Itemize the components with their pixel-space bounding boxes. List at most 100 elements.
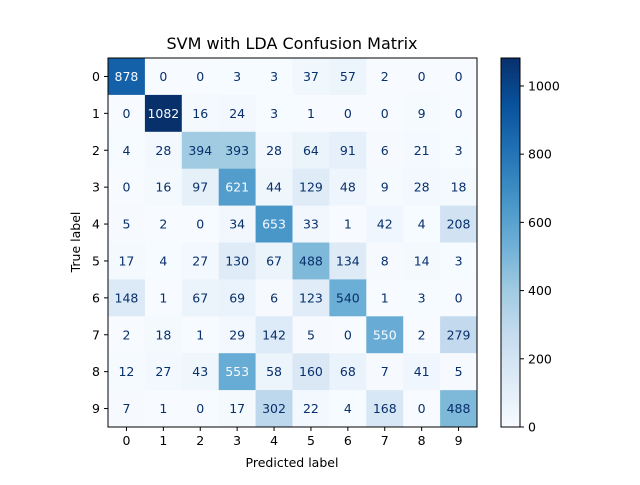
heatmap-cell bbox=[144, 205, 183, 243]
cell-value-label: 3 bbox=[455, 143, 463, 158]
heatmap-cell bbox=[181, 168, 219, 206]
heatmap-cell bbox=[144, 168, 183, 206]
cell-value-label: 3 bbox=[418, 290, 426, 305]
heatmap-cell bbox=[292, 390, 330, 428]
cell-value-label: 0 bbox=[381, 106, 389, 121]
x-tick-label: 4 bbox=[270, 433, 278, 448]
cell-value-label: 33 bbox=[303, 217, 319, 232]
cell-value-label: 27 bbox=[155, 364, 171, 379]
heatmap-cell bbox=[366, 316, 404, 354]
cell-value-label: 21 bbox=[414, 143, 430, 158]
cell-value-label: 0 bbox=[196, 217, 204, 232]
heatmap-cell bbox=[403, 94, 441, 133]
cell-value-label: 1 bbox=[344, 217, 352, 232]
cell-value-label: 12 bbox=[118, 364, 134, 379]
heatmap-cell bbox=[292, 94, 330, 133]
cell-value-label: 0 bbox=[196, 69, 204, 84]
heatmap-cell bbox=[144, 94, 183, 133]
heatmap-cell bbox=[108, 168, 146, 206]
cell-value-label: 208 bbox=[447, 217, 471, 232]
cell-value-label: 29 bbox=[229, 327, 245, 342]
y-tick-label: 6 bbox=[92, 290, 100, 305]
cell-value-label: 6 bbox=[270, 290, 278, 305]
cell-value-label: 0 bbox=[196, 401, 204, 416]
colorbar bbox=[500, 57, 521, 428]
cell-value-label: 7 bbox=[122, 401, 130, 416]
cell-value-label: 64 bbox=[303, 143, 319, 158]
cell-value-label: 43 bbox=[192, 364, 208, 379]
x-tick-label: 1 bbox=[159, 433, 167, 448]
heatmap-cell bbox=[403, 131, 441, 169]
heatmap-cell bbox=[366, 279, 404, 317]
heatmap-cell bbox=[292, 205, 330, 243]
cell-value-label: 4 bbox=[122, 143, 130, 158]
heatmap-cell-labels: 878 0 0 3 3 37 57 2 0 00 1082 16 24 3 1 0 0 9 04 28 394 393 28… bbox=[115, 69, 471, 416]
chart-title: SVM with LDA Confusion Matrix bbox=[166, 34, 417, 53]
cell-value-label: 130 bbox=[225, 253, 249, 268]
cell-value-label: 28 bbox=[266, 143, 282, 158]
heatmap-cell bbox=[181, 58, 219, 96]
heatmap-cell bbox=[366, 168, 404, 206]
heatmap-cell bbox=[292, 131, 330, 169]
heatmap-cell bbox=[255, 131, 293, 169]
cell-value-label: 0 bbox=[159, 69, 167, 84]
cell-value-label: 0 bbox=[455, 290, 463, 305]
cell-value-label: 0 bbox=[418, 69, 426, 84]
heatmap-cell bbox=[403, 168, 441, 206]
heatmap-cell bbox=[108, 390, 146, 428]
heatmap-cell bbox=[108, 131, 146, 169]
y-tick-label: 9 bbox=[92, 401, 100, 416]
cell-value-label: 653 bbox=[262, 217, 286, 232]
heatmap-cell bbox=[255, 94, 293, 133]
colorbar-tick-label: 0 bbox=[528, 420, 536, 435]
cell-value-label: 540 bbox=[336, 290, 360, 305]
cell-value-label: 0 bbox=[418, 401, 426, 416]
heatmap-cell bbox=[329, 390, 367, 428]
heatmap-cell bbox=[403, 58, 441, 96]
x-tick-label: 5 bbox=[307, 433, 315, 448]
cell-value-label: 160 bbox=[299, 364, 323, 379]
colorbar-tick-label: 400 bbox=[528, 283, 552, 298]
heatmap-cell bbox=[144, 242, 183, 280]
cell-value-label: 44 bbox=[266, 180, 282, 195]
x-tick-label: 0 bbox=[122, 433, 130, 448]
cell-value-label: 97 bbox=[192, 180, 208, 195]
y-tick-label: 5 bbox=[92, 253, 100, 268]
x-tick-label: 3 bbox=[233, 433, 241, 448]
y-tick-label: 2 bbox=[92, 143, 100, 158]
heatmap-cell bbox=[403, 316, 441, 354]
x-tick-label: 9 bbox=[455, 433, 463, 448]
cell-value-label: 67 bbox=[266, 253, 282, 268]
cell-value-label: 168 bbox=[373, 401, 397, 416]
heatmap-cell bbox=[440, 279, 478, 317]
heatmap-cell bbox=[403, 279, 441, 317]
cell-value-label: 1 bbox=[307, 106, 315, 121]
cell-value-label: 41 bbox=[414, 364, 430, 379]
cell-value-label: 17 bbox=[118, 253, 134, 268]
cell-value-label: 14 bbox=[414, 253, 430, 268]
cell-value-label: 0 bbox=[455, 69, 463, 84]
cell-value-label: 3 bbox=[270, 106, 278, 121]
cell-value-label: 0 bbox=[344, 106, 352, 121]
heatmap-cell bbox=[108, 316, 146, 354]
heatmap-cell bbox=[255, 390, 293, 428]
cell-value-label: 0 bbox=[344, 327, 352, 342]
heatmap-cell bbox=[181, 316, 219, 354]
cell-value-label: 0 bbox=[122, 180, 130, 195]
heatmap-cell bbox=[440, 58, 478, 96]
y-tick-label: 4 bbox=[92, 217, 100, 232]
cell-value-label: 123 bbox=[299, 290, 323, 305]
cell-value-label: 1 bbox=[159, 401, 167, 416]
heatmap-cell bbox=[329, 131, 367, 169]
heatmap-cell bbox=[144, 58, 183, 96]
cell-value-label: 48 bbox=[340, 180, 356, 195]
heatmap-cell bbox=[292, 279, 330, 317]
heatmap-cell bbox=[440, 316, 478, 354]
colorbar-tick-label: 1000 bbox=[528, 78, 560, 93]
cell-value-label: 27 bbox=[192, 253, 208, 268]
cell-value-label: 5 bbox=[307, 327, 315, 342]
heatmap-cell bbox=[218, 168, 256, 206]
cell-value-label: 488 bbox=[447, 401, 471, 416]
